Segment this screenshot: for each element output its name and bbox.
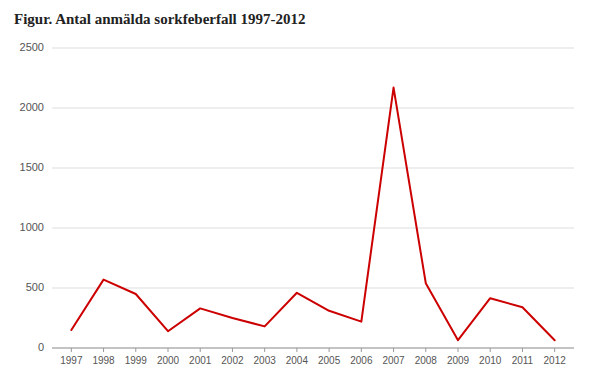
x-tick-label: 2007 (382, 355, 405, 366)
x-tick-label: 2004 (286, 355, 309, 366)
x-tick-label: 2009 (447, 355, 470, 366)
y-tick-label: 1500 (20, 161, 44, 173)
x-tick (458, 348, 459, 352)
x-tick (296, 348, 297, 352)
x-tick (103, 348, 104, 352)
grid-line (52, 348, 574, 349)
x-tick (71, 348, 72, 352)
x-tick-label: 2003 (254, 355, 277, 366)
x-tick-label: 2005 (318, 355, 341, 366)
x-tick (554, 348, 555, 352)
x-tick-label: 2000 (157, 355, 180, 366)
y-tick-label: 2500 (20, 41, 44, 53)
grid-line (52, 108, 574, 109)
x-tick (490, 348, 491, 352)
y-tick-label: 1000 (20, 221, 44, 233)
x-tick-label: 2006 (350, 355, 373, 366)
x-axis (52, 348, 574, 349)
x-tick-label: 1997 (60, 355, 83, 366)
x-tick (135, 348, 136, 352)
chart: Figur. Antal anmälda sorkfeberfall 1997-… (0, 0, 590, 388)
x-tick-label: 1999 (125, 355, 148, 366)
x-tick (168, 348, 169, 352)
x-tick (232, 348, 233, 352)
line (71, 88, 554, 341)
x-tick-label: 2011 (512, 355, 534, 366)
x-tick-label: 2001 (189, 355, 212, 366)
x-tick-label: 2002 (221, 355, 244, 366)
x-tick (329, 348, 330, 352)
y-tick-label: 2000 (20, 101, 44, 113)
x-tick (522, 348, 523, 352)
grid-line (52, 168, 574, 169)
grid-line (52, 48, 574, 49)
plot-area (71, 88, 554, 341)
title: Figur. Antal anmälda sorkfeberfall 1997-… (14, 11, 306, 27)
grid-line (52, 228, 574, 229)
x-tick (393, 348, 394, 352)
x-tick-label: 2008 (415, 355, 438, 366)
y-tick-label: 500 (26, 281, 44, 293)
x-tick-label: 2010 (479, 355, 502, 366)
x-tick-label: 2012 (544, 355, 567, 366)
y-grid (52, 48, 574, 348)
x-tick (200, 348, 201, 352)
x-tick (425, 348, 426, 352)
y-tick-label: 0 (38, 341, 44, 353)
grid-line (52, 288, 574, 289)
x-tick (264, 348, 265, 352)
x-tick-label: 1998 (92, 355, 115, 366)
x-tick (361, 348, 362, 352)
